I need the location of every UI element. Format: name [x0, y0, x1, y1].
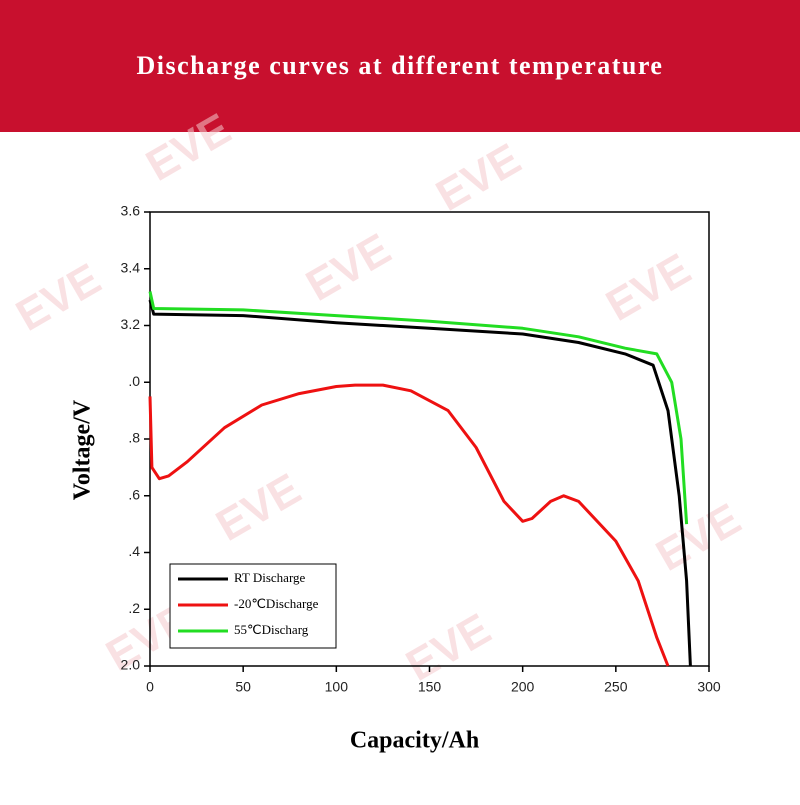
y-tick-label: .8: [128, 430, 140, 446]
x-tick-label: 200: [511, 679, 535, 695]
legend-label: -20℃Discharge: [234, 596, 319, 611]
y-axis-label: Voltage/V: [70, 399, 96, 500]
series-line: [148, 291, 689, 525]
y-tick-label: 3.2: [121, 316, 141, 332]
watermark: EVE: [8, 254, 109, 340]
y-tick-label: .2: [128, 600, 140, 616]
x-tick-label: 100: [325, 679, 349, 695]
chart-title: Discharge curves at different temperatur…: [137, 51, 664, 80]
y-tick-label: 2.0: [121, 657, 141, 673]
series-line: [148, 299, 692, 667]
watermark: EVE: [598, 244, 699, 330]
y-tick-label: 3.4: [121, 259, 141, 275]
legend-label: RT Discharge: [234, 570, 306, 585]
legend-label: 55℃Discharg: [234, 622, 309, 637]
x-axis-label: Capacity/Ah: [350, 728, 479, 754]
x-tick-label: 50: [235, 679, 251, 695]
x-tick-label: 300: [697, 679, 721, 695]
watermark: EVE: [398, 604, 499, 690]
watermark: EVE: [298, 224, 399, 310]
watermark: EVE: [648, 494, 749, 580]
watermark: EVE: [208, 464, 309, 550]
series-line: [148, 383, 670, 667]
x-tick-label: 250: [604, 679, 628, 695]
y-tick-label: .0: [128, 373, 140, 389]
header-band: [0, 0, 800, 132]
y-tick-label: .6: [128, 486, 140, 502]
y-tick-label: .4: [128, 543, 140, 559]
x-tick-label: 150: [418, 679, 442, 695]
x-tick-label: 0: [146, 679, 154, 695]
watermark: EVE: [428, 134, 529, 220]
y-tick-label: 3.6: [121, 203, 141, 219]
